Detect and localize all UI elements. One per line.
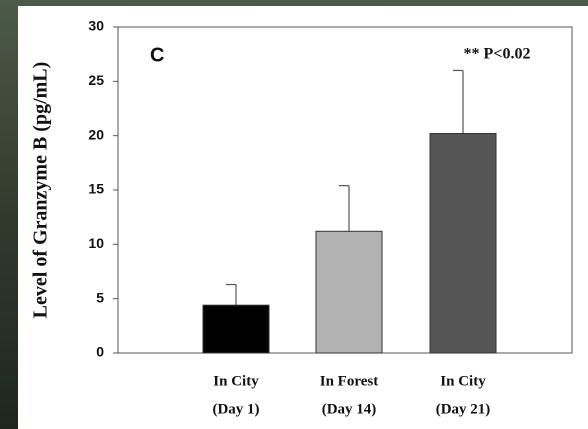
x-tick-label: In City xyxy=(213,373,259,389)
chart: C ** P<0.02 Level of Granzyme B (pg/mL) … xyxy=(0,0,588,429)
bar xyxy=(316,231,382,353)
y-tick-label: 20 xyxy=(88,126,104,142)
bar xyxy=(430,133,496,353)
y-axis-label: Level of Granzyme B (pg/mL) xyxy=(30,62,52,319)
y-tick-label: 30 xyxy=(88,18,104,34)
bar xyxy=(203,305,269,353)
annotation: ** P<0.02 xyxy=(464,46,531,63)
y-tick-label: 0 xyxy=(96,344,104,360)
y-tick-label: 15 xyxy=(88,181,104,197)
x-tick-label: (Day 21) xyxy=(436,401,491,417)
chart-panel xyxy=(18,6,588,429)
y-tick-label: 5 xyxy=(96,289,104,305)
x-tick-label: (Day 1) xyxy=(212,401,259,417)
y-tick-label: 25 xyxy=(88,72,104,88)
y-tick-label: 10 xyxy=(88,235,104,251)
x-tick-label: In City xyxy=(440,373,486,389)
x-tick-label: (Day 14) xyxy=(322,401,377,417)
panel-label: C xyxy=(150,44,164,66)
x-tick-label: In Forest xyxy=(320,373,378,389)
